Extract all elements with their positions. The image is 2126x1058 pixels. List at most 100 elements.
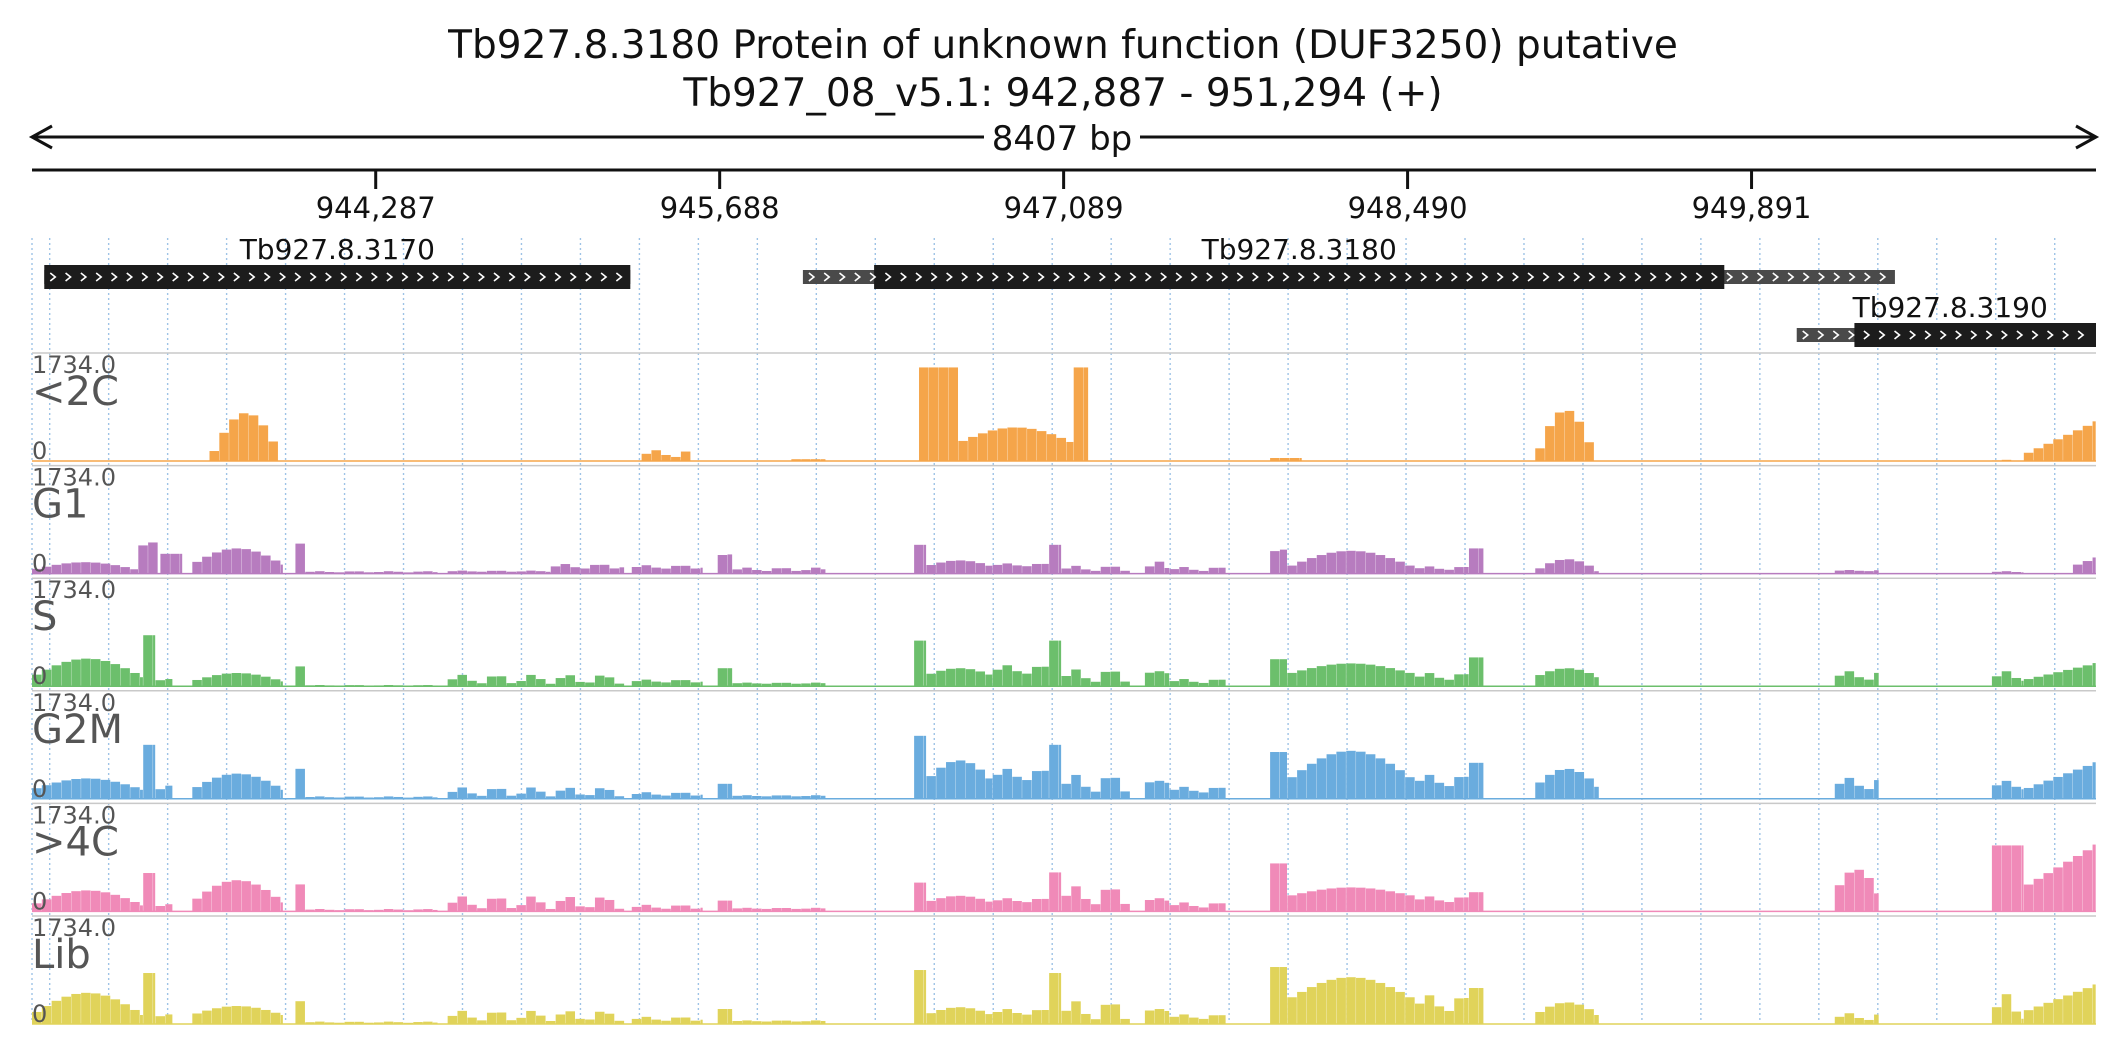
strand-arrow-icon	[202, 272, 210, 282]
strand-arrow-icon	[110, 272, 118, 282]
track-label: G2M	[32, 707, 123, 753]
coverage-bar	[1041, 666, 1049, 687]
coverage-bar	[955, 668, 966, 687]
coverage-bar	[1864, 789, 1874, 799]
strand-arrow-icon	[915, 272, 923, 282]
coverage-bar	[324, 685, 335, 687]
coverage-bar	[781, 1020, 792, 1024]
coverage-bar	[413, 571, 423, 574]
coverage-bar	[393, 909, 404, 912]
coverage-bar	[1454, 674, 1464, 687]
coverage-bar	[1336, 663, 1346, 687]
coverage-bar	[261, 555, 271, 574]
coverage-bar	[432, 1022, 438, 1024]
coverage-bar	[1154, 561, 1165, 574]
coverage-bar	[555, 790, 566, 799]
coverage-bar	[506, 908, 517, 912]
coverage-bar	[545, 796, 556, 799]
coverage-bar	[2072, 564, 2083, 574]
coverage-bar	[1594, 677, 1599, 687]
coverage-bar	[51, 782, 62, 799]
strand-arrow-icon	[432, 272, 440, 282]
coverage-bar	[985, 674, 993, 687]
coverage-bar	[761, 1021, 772, 1024]
coverage-bar	[1424, 673, 1435, 687]
strand-arrow-icon	[1481, 272, 1489, 282]
coverage-bar	[1395, 893, 1405, 912]
coverage-bar	[680, 792, 691, 799]
coverage-bar	[1346, 887, 1356, 912]
coverage-bar	[1564, 1002, 1575, 1024]
coverage-bar	[334, 797, 345, 799]
track-label: S	[32, 594, 57, 640]
coverage-bar	[651, 907, 661, 912]
coverage-bar	[1022, 1014, 1032, 1024]
coverage-bar	[1061, 676, 1071, 687]
coverage-bar	[1584, 565, 1594, 574]
coverage-bar	[354, 685, 364, 687]
coverage-bar	[1874, 570, 1879, 574]
coverage-bar	[295, 666, 305, 687]
coverage-bar	[1144, 900, 1155, 912]
coverage-bar	[305, 797, 315, 799]
strand-arrow-icon	[1985, 330, 1993, 340]
strand-arrow-icon	[1267, 272, 1275, 282]
coverage-bar	[467, 1017, 477, 1024]
coverage-bar	[1279, 863, 1287, 912]
coverage-bar	[801, 908, 811, 912]
coverage-bar	[2072, 855, 2083, 912]
coverage-bar	[71, 993, 81, 1024]
coverage-bar	[1031, 898, 1042, 912]
coverage-bar	[516, 793, 526, 799]
coverage-bar	[1110, 671, 1121, 687]
coverage-bar	[1071, 669, 1081, 687]
coverage-bar	[690, 795, 701, 799]
gene-tb927-8-3180[interactable]: Tb927.8.3180	[802, 233, 1895, 289]
coverage-bar	[1071, 774, 1081, 799]
coverage-bar	[229, 419, 239, 461]
coverage-bar	[486, 1012, 497, 1024]
coverage-bar	[1306, 763, 1317, 799]
coverage-bar	[1346, 977, 1356, 1024]
coverage-bar	[423, 796, 433, 799]
coverage-bar	[1287, 777, 1297, 799]
coverage-bar	[270, 679, 281, 687]
coverage-bar	[975, 769, 986, 799]
coverage-bar	[1444, 786, 1454, 799]
coverage-bar	[1434, 677, 1445, 687]
coverage-bar	[305, 571, 315, 574]
coverage-bar	[1120, 1018, 1130, 1024]
coverage-bar	[926, 1013, 936, 1024]
coverage-bar	[41, 1006, 52, 1024]
gene-tb927-8-3190[interactable]: Tb927.8.3190	[1796, 291, 2096, 347]
strand-arrow-icon	[1068, 272, 1076, 282]
coverage-bar	[992, 564, 1003, 574]
coverage-track-4C: 1734.0>4C 0	[32, 801, 2096, 915]
coverage-bar	[1584, 673, 1594, 687]
coverage-bar	[71, 891, 81, 912]
coverage-bar	[2011, 1011, 2022, 1024]
strand-arrow-icon	[126, 272, 134, 282]
strand-arrow-icon	[233, 272, 241, 282]
coverage-bar	[344, 571, 355, 574]
coverage-bar	[506, 683, 517, 687]
gene-tb927-8-3170[interactable]: Tb927.8.3170	[44, 233, 631, 289]
coverage-bar	[2033, 448, 2044, 461]
coverage-bar	[315, 685, 325, 687]
coverage-bar	[1316, 758, 1327, 799]
coverage-bar	[516, 905, 526, 912]
coverage-bar	[211, 1008, 222, 1024]
coverage-bar	[1031, 771, 1042, 799]
coverage-bar	[975, 898, 986, 912]
coverage-bar	[936, 898, 946, 912]
coverage-bar	[820, 459, 826, 461]
coverage-bar	[732, 795, 742, 799]
coverage-bar	[590, 564, 600, 574]
coverage-bar	[761, 683, 772, 687]
strand-arrow-icon	[839, 272, 846, 282]
coverage-bar	[334, 1022, 345, 1024]
coverage-bar	[700, 681, 703, 687]
coverage-bar	[155, 906, 166, 912]
coverage-bar	[364, 910, 374, 912]
coverage-bar	[1535, 448, 1545, 461]
